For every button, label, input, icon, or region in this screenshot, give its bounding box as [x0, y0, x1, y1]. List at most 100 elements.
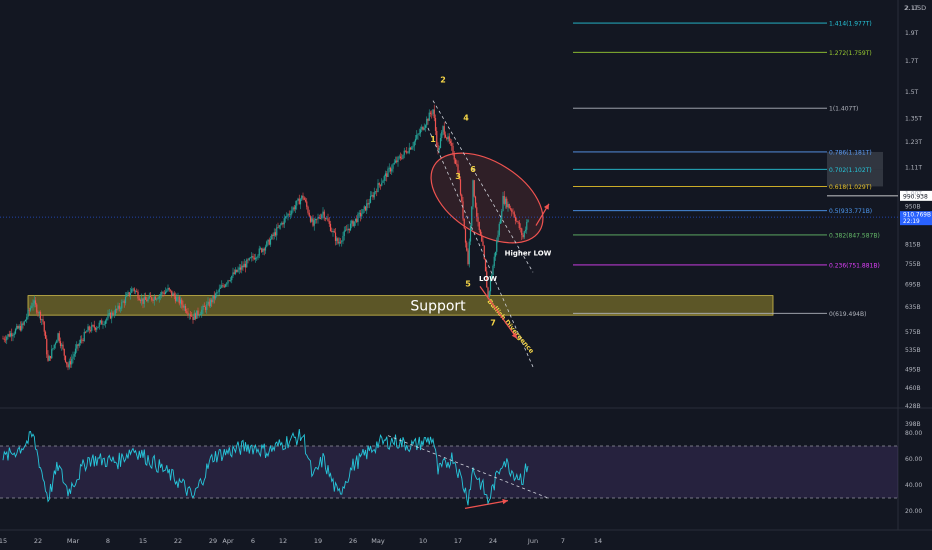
price-tick-label: 1.23T: [905, 139, 922, 146]
candle-body: [368, 202, 370, 205]
candle-body: [504, 198, 507, 204]
candle-body: [237, 269, 239, 272]
price-tick-label: 635B: [905, 304, 921, 311]
candle-body: [378, 183, 380, 185]
candle-body: [116, 309, 118, 310]
candle-body: [124, 296, 127, 304]
candle-body: [23, 321, 25, 325]
candle-body: [471, 206, 473, 226]
candle-body: [254, 257, 257, 260]
candle-body: [96, 327, 98, 330]
candle-body: [216, 292, 218, 294]
candle-body: [279, 224, 282, 226]
candle-body: [16, 325, 18, 330]
candle-body: [351, 220, 353, 224]
candle-body: [229, 280, 232, 281]
time-tick-label: Mar: [67, 537, 80, 545]
candle-body: [522, 235, 524, 238]
candle-body: [326, 218, 328, 220]
candle-body: [261, 248, 263, 252]
candle-body: [157, 298, 159, 300]
candle-body: [221, 285, 223, 288]
candle-body: [376, 191, 378, 193]
candle-body: [154, 296, 157, 300]
candle-body: [74, 348, 77, 355]
candle-body: [248, 257, 250, 261]
wave-label: 3: [455, 172, 461, 181]
candle-body: [508, 204, 510, 209]
candle-body: [183, 306, 185, 308]
candle-body: [126, 294, 128, 297]
price-tick-label: 815B: [905, 242, 921, 249]
candle-body: [411, 147, 413, 150]
candle-body: [371, 195, 373, 196]
rsi-divergence-arrow-head: [502, 498, 508, 505]
candle-body: [472, 180, 474, 207]
candle-body: [323, 211, 325, 219]
candle-body: [226, 283, 228, 285]
candle-body: [428, 112, 430, 121]
candle-body: [347, 228, 349, 231]
higher-low-label: Higher LOW: [505, 250, 552, 258]
candle-body: [146, 299, 148, 302]
breakout-arrow-head: [543, 203, 549, 210]
candle-body: [98, 322, 100, 327]
candle-body: [66, 361, 68, 365]
candle-body: [109, 312, 112, 319]
candle-body: [78, 343, 80, 346]
candle-body: [313, 220, 315, 226]
candle-body: [67, 364, 69, 368]
candle-body: [79, 339, 82, 344]
candle-body: [337, 238, 339, 244]
candle-body: [142, 298, 144, 304]
divergence-arrow: [479, 286, 518, 339]
candle-body: [357, 213, 359, 223]
candle-body: [486, 271, 488, 288]
price-tick-label: 1.7T: [905, 58, 919, 65]
candle-body: [477, 216, 479, 222]
candle-body: [123, 301, 125, 304]
candle-body: [403, 150, 405, 155]
candle-body: [308, 212, 310, 217]
candle-body: [21, 323, 23, 331]
candle-body: [519, 228, 522, 229]
candle-body: [362, 209, 364, 214]
candle-body: [446, 137, 448, 140]
candle-body: [432, 109, 434, 114]
candle-body: [17, 325, 19, 329]
candle-body: [402, 154, 404, 159]
candle-body: [106, 318, 108, 321]
fib-level-label: 0.382(847.587B): [829, 232, 880, 239]
candle-body: [69, 361, 72, 365]
candle-body: [151, 297, 153, 300]
candle-body: [256, 257, 258, 259]
rsi-line: [2, 429, 529, 506]
candle-body: [462, 201, 464, 219]
candle-body: [26, 317, 28, 320]
candle-body: [306, 201, 308, 207]
candle-body: [198, 315, 200, 316]
candle-body: [108, 312, 110, 315]
candle-body: [439, 137, 442, 149]
candle-body: [29, 307, 32, 311]
candle-body: [188, 314, 190, 316]
candle-body: [119, 308, 122, 310]
candle-body: [93, 325, 95, 328]
candle-body: [496, 240, 498, 252]
time-tick-label: 14: [594, 537, 602, 545]
candle-body: [307, 206, 309, 213]
candle-body: [138, 298, 140, 301]
time-tick-label: 22: [34, 537, 42, 545]
candle-body: [453, 154, 455, 160]
candle-body: [409, 147, 412, 150]
candle-body: [196, 310, 198, 319]
candle-body: [101, 320, 103, 325]
time-tick-label: 26: [349, 537, 357, 545]
candle-body: [9, 333, 12, 337]
candle-body: [352, 220, 354, 227]
candle-body: [273, 232, 275, 236]
price-tick-label: 460B: [905, 385, 921, 392]
candle-body: [287, 213, 289, 217]
candle-body: [457, 164, 459, 174]
